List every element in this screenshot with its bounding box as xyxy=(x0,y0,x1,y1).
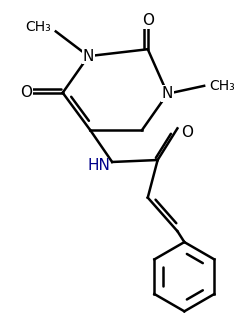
Text: CH₃: CH₃ xyxy=(209,79,235,93)
Text: CH₃: CH₃ xyxy=(25,21,51,34)
Text: O: O xyxy=(181,125,193,140)
Text: HN: HN xyxy=(87,159,110,173)
Text: O: O xyxy=(142,13,154,28)
Text: N: N xyxy=(83,49,94,64)
Text: N: N xyxy=(162,86,173,101)
Text: O: O xyxy=(20,85,32,100)
